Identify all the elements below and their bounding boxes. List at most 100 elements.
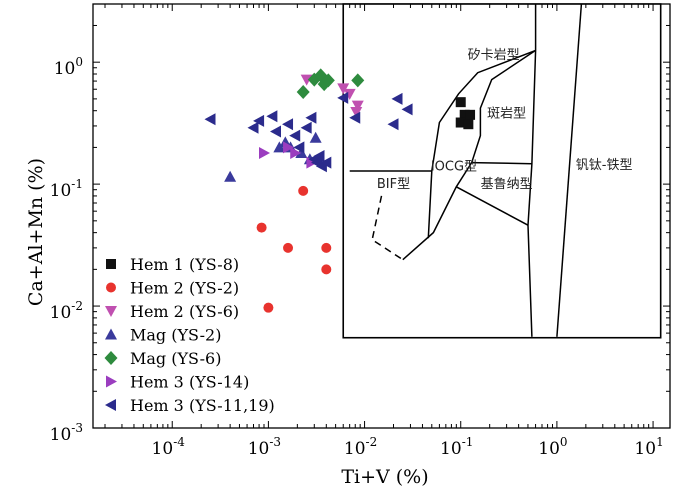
region-label: 基鲁纳型 <box>481 177 533 192</box>
data-point <box>350 107 363 119</box>
y-tick-exponent: -2 <box>71 299 83 313</box>
data-points <box>204 68 476 313</box>
data-point <box>349 111 361 124</box>
y-axis-title: Ca+Al+Mn (%) <box>25 158 47 306</box>
data-point <box>465 109 476 120</box>
legend-label: Hem 2 (YS-2) <box>130 279 239 298</box>
inset-boundary <box>455 186 529 226</box>
legend-label: Mag (YS-6) <box>130 349 221 368</box>
legend-marker <box>104 351 118 365</box>
data-point <box>295 146 308 158</box>
data-point <box>270 125 282 138</box>
data-point <box>337 91 349 104</box>
data-point <box>351 73 365 88</box>
legend-label: Hem 1 (YS-8) <box>130 255 239 274</box>
y-tick-label: 100 <box>54 55 83 79</box>
data-point <box>313 150 325 163</box>
region-label: 钒钛-铁型 <box>576 158 633 173</box>
legend-marker <box>105 328 117 340</box>
legend-marker <box>105 399 116 411</box>
y-tick-base: 10 <box>50 425 72 445</box>
x-tick-exponent: -2 <box>366 435 378 449</box>
inset-boundary <box>527 4 537 337</box>
y-tick-label: 10-1 <box>50 177 83 201</box>
x-tick-label: 10-2 <box>344 435 377 459</box>
data-point <box>309 131 322 143</box>
region-label: 斑岩型 <box>487 106 526 121</box>
x-tick-base: 10 <box>152 439 174 459</box>
legend-marker <box>105 306 117 317</box>
legend-marker <box>106 259 116 269</box>
data-point <box>258 146 270 159</box>
inset-boundary <box>556 3 583 337</box>
data-point <box>320 156 332 169</box>
data-point <box>273 141 286 153</box>
data-point <box>296 84 310 99</box>
x-tick-base: 10 <box>634 439 656 459</box>
data-point <box>283 141 295 154</box>
y-tick-base: 10 <box>54 59 76 79</box>
data-point <box>289 129 301 142</box>
data-point <box>321 242 332 253</box>
data-point <box>283 242 294 253</box>
legend-label: Hem 3 (YS-14) <box>130 373 249 392</box>
data-point <box>224 170 237 182</box>
legend-marker <box>106 375 117 388</box>
region-label: IOCG型 <box>431 159 477 174</box>
data-point <box>298 185 309 196</box>
data-point <box>290 146 302 159</box>
x-tick-label: 10-1 <box>440 435 473 459</box>
legend-label: Mag (YS-2) <box>130 326 221 345</box>
y-tick-label: 10-3 <box>50 421 83 445</box>
data-point <box>293 141 305 154</box>
legend-label: Hem 3 (YS-11,19) <box>130 396 275 415</box>
data-point <box>459 109 470 120</box>
data-point <box>204 113 216 126</box>
data-point <box>463 119 474 130</box>
data-point <box>401 103 413 116</box>
legend-marker <box>106 282 116 293</box>
x-tick-exponent: -4 <box>173 435 185 449</box>
data-point <box>247 121 259 134</box>
x-tick-label: 10-4 <box>152 435 186 459</box>
data-point <box>282 118 294 131</box>
x-tick-exponent: -1 <box>462 435 474 449</box>
data-point <box>351 100 364 112</box>
x-tick-label: 100 <box>538 435 567 459</box>
legend-label: Hem 2 (YS-6) <box>130 302 239 321</box>
region-label: 矽卡岩型 <box>468 48 520 63</box>
data-point <box>263 302 274 313</box>
x-tick-base: 10 <box>538 439 560 459</box>
x-tick-base: 10 <box>344 439 366 459</box>
x-tick-exponent: 0 <box>560 435 568 449</box>
data-point <box>300 74 313 86</box>
x-tick-exponent: -3 <box>269 435 281 449</box>
region-label: BIF型 <box>377 177 410 192</box>
x-axis-title: Ti+V (%) <box>341 466 428 488</box>
data-point <box>455 117 466 128</box>
x-tick-base: 10 <box>440 439 462 459</box>
data-point <box>387 118 399 131</box>
inset-boundary <box>402 49 537 261</box>
data-point <box>300 121 312 134</box>
data-point <box>337 83 350 95</box>
data-point <box>321 264 332 275</box>
data-point <box>321 73 335 88</box>
data-point <box>253 114 265 127</box>
x-axis-ticks: 10-4 10-3 10-2 10-1 100 101 <box>104 4 664 459</box>
y-tick-base: 10 <box>50 181 72 201</box>
data-point <box>343 88 356 100</box>
y-tick-exponent: -3 <box>71 421 83 435</box>
inset-boundary <box>427 49 536 239</box>
inset-boundary <box>471 161 532 165</box>
data-point <box>266 110 278 123</box>
data-point <box>256 222 267 233</box>
y-tick-base: 10 <box>50 303 72 323</box>
y-tick-exponent: -1 <box>71 177 83 191</box>
y-tick-label: 10-2 <box>50 299 83 323</box>
data-point <box>391 92 403 105</box>
x-tick-label: 101 <box>634 435 663 459</box>
data-point <box>305 111 317 124</box>
